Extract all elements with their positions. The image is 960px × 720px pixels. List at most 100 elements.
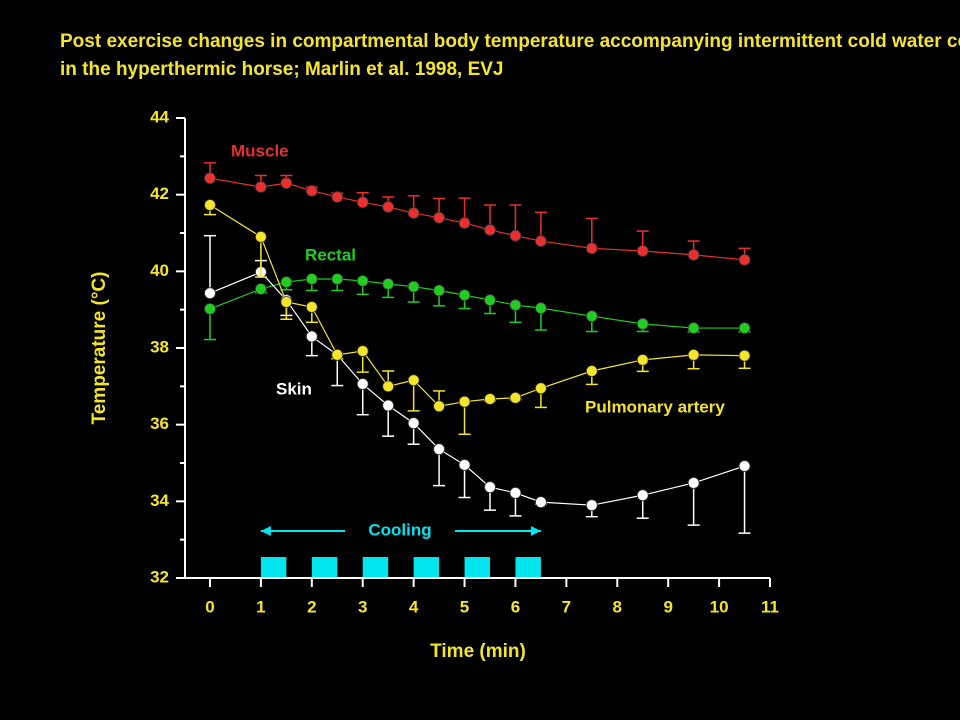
data-point (255, 283, 267, 295)
data-point (687, 348, 700, 361)
x-tick-label: 6 (511, 597, 520, 616)
data-point (535, 235, 547, 247)
data-point (407, 417, 420, 430)
data-point (382, 380, 395, 393)
data-point (636, 353, 649, 366)
data-point (636, 489, 649, 502)
data-point (484, 294, 496, 306)
data-point (305, 273, 318, 285)
x-tick-label: 11 (761, 597, 779, 616)
x-axis-label: Time (min) (430, 641, 526, 662)
y-tick-label: 36 (150, 414, 169, 433)
y-tick-label: 38 (150, 337, 169, 356)
data-point (687, 477, 700, 489)
data-point (305, 184, 318, 197)
arrow-head (530, 526, 541, 536)
series-label: Skin (276, 379, 312, 398)
data-point (382, 201, 395, 213)
x-tick-label: 8 (613, 597, 622, 616)
data-point (636, 317, 649, 330)
data-point (458, 289, 471, 302)
data-point (509, 299, 522, 311)
cooling-label: Cooling (368, 520, 431, 539)
series-label: Pulmonary artery (585, 397, 725, 416)
data-point (280, 177, 293, 190)
x-tick-label: 7 (562, 597, 571, 616)
cooling-bar (260, 557, 287, 577)
data-point (535, 496, 547, 509)
cooling-bar (413, 557, 440, 577)
data-point (382, 399, 395, 412)
data-point (407, 280, 420, 293)
data-point (738, 349, 751, 362)
data-point (458, 395, 471, 408)
y-tick-label: 32 (150, 567, 169, 586)
data-point (484, 393, 496, 405)
y-tick-label: 34 (150, 491, 169, 510)
data-point (458, 217, 471, 229)
data-point (687, 322, 700, 334)
x-tick-label: 0 (205, 597, 214, 616)
data-point (356, 378, 369, 390)
data-point (509, 229, 522, 242)
data-point (305, 330, 318, 343)
data-point (738, 322, 751, 334)
x-tick-label: 10 (710, 597, 729, 616)
x-tick-label: 3 (358, 597, 367, 616)
data-point (331, 273, 344, 285)
data-point (433, 443, 445, 456)
data-point (331, 191, 344, 203)
data-point (433, 284, 445, 297)
data-point (509, 486, 522, 499)
data-point (738, 460, 751, 472)
data-point (458, 459, 471, 471)
data-point (687, 248, 700, 261)
y-tick-label: 44 (150, 107, 169, 126)
data-point (509, 391, 522, 404)
data-point (382, 278, 395, 290)
data-point (204, 199, 216, 211)
data-point (636, 245, 649, 257)
series-label: Muscle (231, 141, 289, 160)
data-point (585, 499, 598, 512)
data-point (484, 224, 496, 236)
arrow-head (260, 526, 271, 536)
data-point (204, 302, 216, 315)
chart-title: Post exercise changes in compartmental b… (60, 31, 960, 80)
data-point (585, 310, 598, 323)
y-axis-label: Temperature (°C) (89, 272, 110, 425)
data-point (356, 345, 369, 357)
series-label: Rectal (305, 245, 356, 264)
data-point (535, 382, 547, 395)
cooling-bar (311, 557, 338, 577)
data-point (585, 242, 598, 255)
data-point (738, 253, 751, 266)
y-tick-label: 40 (150, 261, 169, 280)
x-tick-label: 1 (256, 597, 265, 616)
x-tick-label: 9 (663, 597, 672, 616)
data-point (204, 172, 216, 185)
x-tick-label: 2 (307, 597, 316, 616)
data-point (204, 287, 216, 300)
data-point (407, 207, 420, 219)
data-point (407, 374, 420, 387)
cooling-bar (362, 557, 389, 577)
data-point (280, 296, 293, 308)
data-point (255, 181, 267, 193)
data-point (356, 275, 369, 287)
data-point (433, 400, 445, 413)
data-point (305, 301, 318, 313)
data-point (255, 230, 267, 243)
data-point (280, 276, 293, 288)
x-tick-label: 4 (409, 597, 419, 616)
data-point (356, 196, 369, 209)
cooling-bar (464, 557, 490, 577)
data-point (535, 302, 547, 315)
data-point (585, 365, 598, 377)
cooling-bar (515, 557, 541, 577)
x-tick-label: 5 (460, 597, 469, 616)
data-point (433, 211, 445, 224)
